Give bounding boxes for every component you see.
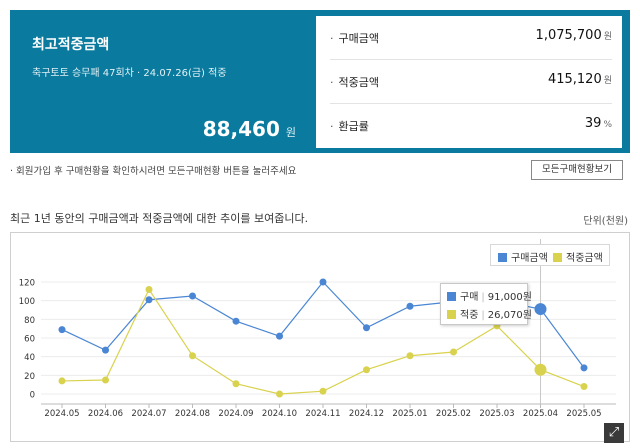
y-tick-label: 40 <box>24 353 35 363</box>
purchase-point <box>102 346 109 354</box>
best-winning-subtitle: 축구토토 승무패 47회차 · 24.07.26(금) 적중 <box>32 68 227 79</box>
y-tick-label: 80 <box>24 316 35 326</box>
y-tick-label: 120 <box>19 279 35 289</box>
y-tick-label: 20 <box>24 372 35 382</box>
stat-label-text: 환급률 <box>338 120 369 133</box>
winning-point <box>363 366 370 374</box>
tooltip-value-purchase: 91,000원 <box>487 292 532 303</box>
winning-point <box>406 352 414 360</box>
x-tick-label: 2024.05 <box>44 409 79 419</box>
stat-row-purchase: · 구매금액 1,075,700 원 <box>330 16 612 60</box>
chart-description: 최근 1년 동안의 구매금액과 적중금액에 대한 추이를 보여줍니다. <box>10 212 309 225</box>
purchase-point <box>58 326 66 334</box>
stat-value-purchase: 1,075,700 원 <box>536 28 612 43</box>
x-tick-label: 2024.07 <box>131 409 166 419</box>
stat-value-unit: % <box>603 120 612 130</box>
x-tick-label: 2024.08 <box>175 409 210 419</box>
best-winning-amount-unit: 원 <box>285 126 296 139</box>
purchase-point <box>580 364 588 372</box>
x-tick-label: 2024.11 <box>305 409 340 419</box>
tooltip-row-purchase: 구매 | 91,000원 <box>447 288 532 303</box>
chart-unit-label: 단위(천원) <box>583 216 628 227</box>
chart-legend: 구매금액 적중금액 <box>490 244 610 266</box>
purchase-point <box>534 303 547 316</box>
legend-label-winning: 적중금액 <box>566 253 603 264</box>
purchase-point <box>145 296 153 304</box>
stat-value-unit: 원 <box>603 32 612 42</box>
best-winning-title: 최고적중금액 <box>32 37 110 53</box>
purchase-point <box>363 324 370 332</box>
stat-value-refund-rate: 39% <box>585 116 612 131</box>
x-tick-label: 2024.12 <box>349 409 384 419</box>
purchase-point <box>406 302 414 310</box>
winning-point <box>450 348 457 356</box>
stat-label-winning: · 적중금액 <box>330 74 379 90</box>
winning-point <box>580 383 588 391</box>
winning-point <box>319 387 327 395</box>
all-history-button[interactable]: 모든구매현황보기 <box>531 160 623 180</box>
legend-swatch-winning <box>553 253 562 262</box>
tooltip-label-purchase: 구매 <box>460 292 479 303</box>
purchase-point <box>319 278 327 286</box>
stat-label-refund-rate: · 환급률 <box>330 118 369 134</box>
bullet-icon: · <box>10 166 17 177</box>
x-tick-label: 2025.04 <box>523 409 558 419</box>
expand-icon[interactable]: ⤢ <box>604 423 624 443</box>
purchase-point <box>189 292 196 300</box>
bullet-icon: · <box>330 32 334 45</box>
trend-chart-svg: 0 20 40 60 80 100 120 2024.05 2024.06 2024.07 2024… <box>19 239 616 419</box>
x-tick-label: 2025.01 <box>392 409 427 419</box>
signup-notice: · 회원가입 후 구매현황을 확인하시려면 모든구매현황 버튼을 눌러주세요 <box>10 163 296 177</box>
bullet-icon: · <box>330 76 334 89</box>
tooltip-row-winning: 적중 | 26,070원 <box>447 306 532 321</box>
stat-row-winning: · 적중금액 415,120 원 <box>330 60 612 104</box>
winning-point <box>189 352 196 360</box>
legend-label-purchase: 구매금액 <box>511 253 548 264</box>
x-tick-label: 2025.05 <box>566 409 601 419</box>
x-tick-label: 2025.03 <box>479 409 514 419</box>
winning-point <box>58 377 66 385</box>
tooltip-swatch-purchase <box>447 292 456 301</box>
winning-point <box>276 390 283 398</box>
stat-value-text: 39 <box>584 116 602 131</box>
stat-label-text: 구매금액 <box>338 32 379 45</box>
tooltip-value-winning: 26,070원 <box>487 310 532 321</box>
y-tick-label: 60 <box>24 335 35 345</box>
legend-item-purchase[interactable]: 구매금액 <box>498 249 548 264</box>
tooltip-separator: | <box>481 292 485 303</box>
summary-panel: 최고적중금액 축구토토 승무패 47회차 · 24.07.26(금) 적중 88… <box>10 10 630 153</box>
x-tick-label: 2025.02 <box>436 409 471 419</box>
chart-tooltip: 구매 | 91,000원 적중 | 26,070원 <box>440 283 532 325</box>
x-tick-label: 2024.06 <box>88 409 123 419</box>
stat-row-refund-rate: · 환급률 39% <box>330 104 612 148</box>
legend-swatch-purchase <box>498 253 507 262</box>
tooltip-label-winning: 적중 <box>460 310 479 321</box>
winning-point <box>145 285 153 293</box>
bullet-icon: · <box>330 120 334 133</box>
best-winning-amount: 88,460 원 <box>203 117 296 141</box>
stat-value-winning: 415,120 원 <box>548 72 612 87</box>
stat-value-unit: 원 <box>603 76 612 86</box>
trend-chart: 0 20 40 60 80 100 120 2024.05 2024.06 2024.07 2024… <box>10 232 630 442</box>
x-tick-label: 2024.09 <box>218 409 253 419</box>
stats-panel: · 구매금액 1,075,700 원 · 적중금액 415,120 원 · 환급률 39% <box>316 16 622 148</box>
stat-label-text: 적중금액 <box>338 76 379 89</box>
signup-notice-text: 회원가입 후 구매현황을 확인하시려면 모든구매현황 버튼을 눌러주세요 <box>16 166 297 177</box>
x-tick-label: 2024.10 <box>262 409 297 419</box>
y-tick-label: 100 <box>19 297 35 307</box>
winning-point <box>102 376 109 384</box>
tooltip-swatch-winning <box>447 310 456 319</box>
legend-item-winning[interactable]: 적중금액 <box>553 249 603 264</box>
tooltip-separator: | <box>481 310 485 321</box>
y-tick-label: 0 <box>30 391 35 401</box>
stat-value-text: 1,075,700 <box>535 28 602 43</box>
purchase-point <box>276 332 283 340</box>
winning-point <box>232 380 240 388</box>
stat-value-text: 415,120 <box>547 72 602 87</box>
best-winning-panel: 최고적중금액 축구토토 승무패 47회차 · 24.07.26(금) 적중 88… <box>10 10 316 153</box>
purchase-point <box>232 317 240 325</box>
winning-point <box>534 363 547 376</box>
best-winning-amount-value: 88,460 <box>202 117 280 141</box>
stat-label-purchase: · 구매금액 <box>330 30 379 46</box>
